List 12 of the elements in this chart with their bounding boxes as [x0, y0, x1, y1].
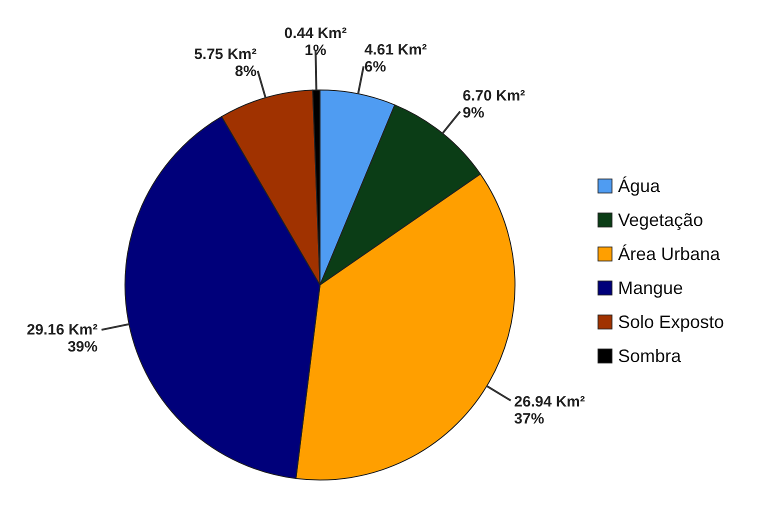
- data-label: 26.94 Km² 37%: [514, 394, 586, 428]
- legend-label: Sombra: [618, 346, 682, 366]
- data-label: 6.70 Km² 9%: [462, 87, 526, 122]
- legend-label: Área Urbana: [618, 244, 722, 264]
- data-label: 0.44 Km² 1%: [284, 25, 347, 60]
- data-label: 29.16 Km² 39%: [26, 322, 98, 356]
- legend-label: Mangue: [618, 278, 684, 298]
- legend-label: Solo Exposto: [618, 312, 724, 332]
- data-label: 4.61 Km² 6%: [364, 41, 427, 76]
- legend-label: Vegetação: [618, 210, 704, 230]
- data-label: 5.75 Km² 8%: [194, 46, 257, 80]
- legend-label: Água: [618, 176, 662, 196]
